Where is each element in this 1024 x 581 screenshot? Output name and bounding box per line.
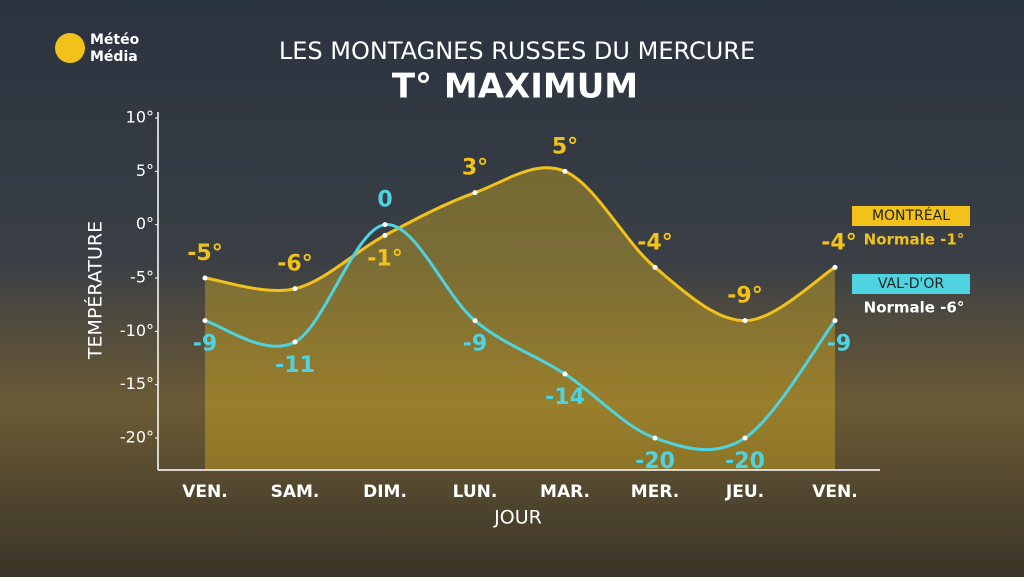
point (202, 275, 208, 281)
legend-swatch (852, 274, 970, 294)
legend-normal: Normale -1° (864, 231, 965, 249)
legend-label: VAL-D'OR (878, 276, 945, 292)
data-label: -4° (637, 230, 672, 255)
data-label: -9 (193, 332, 217, 357)
x-tick-label: MER. (631, 482, 679, 502)
point (652, 435, 658, 441)
data-label: -9 (827, 332, 851, 357)
point (382, 232, 388, 238)
area (205, 167, 835, 470)
y-tick-label: 5° (136, 161, 154, 180)
x-axis-label: JOUR (493, 507, 542, 529)
y-tick-label: -5° (130, 268, 154, 287)
y-tick-label: -20° (120, 428, 154, 447)
point (202, 318, 208, 324)
data-label: -11 (275, 353, 315, 378)
logo-text: Média (90, 49, 138, 65)
x-tick-label: JEU. (725, 482, 764, 502)
data-label: -1° (367, 246, 402, 271)
legend-swatch (852, 206, 970, 226)
y-axis-label: TEMPÉRATURE (84, 221, 107, 360)
data-label: -9 (463, 332, 487, 357)
y-tick-label: 10° (126, 108, 154, 127)
data-label: 3° (462, 156, 488, 181)
data-label: -14 (545, 385, 585, 410)
y-tick-label: -15° (120, 374, 154, 393)
point (382, 222, 388, 228)
point (832, 318, 838, 324)
chart-title: LES MONTAGNES RUSSES DU MERCURE (279, 37, 755, 65)
x-tick-label: DIM. (363, 482, 407, 502)
data-label: 0 (377, 188, 392, 213)
data-label: 5° (552, 134, 578, 159)
x-tick-label: MAR. (540, 482, 590, 502)
chart-subtitle: T° MAXIMUM (392, 67, 638, 107)
point (742, 435, 748, 441)
data-label: -5° (187, 241, 222, 266)
x-tick-label: VEN. (812, 482, 857, 502)
y-tick-label: 0° (136, 214, 154, 233)
x-tick-label: LUN. (453, 482, 498, 502)
point (472, 190, 478, 196)
legend-label: MONTRÉAL (872, 207, 950, 224)
point (832, 264, 838, 270)
data-label: -6° (277, 252, 312, 277)
y-tick-label: -10° (120, 321, 154, 340)
data-label: -9° (727, 284, 762, 309)
point (292, 339, 298, 345)
point (472, 318, 478, 324)
point (742, 318, 748, 324)
x-tick-label: SAM. (271, 482, 320, 502)
logo-icon (55, 33, 85, 63)
point (562, 371, 568, 377)
data-label: -4° (821, 230, 856, 255)
point (292, 286, 298, 292)
point (562, 168, 568, 174)
logo-text: Météo (90, 32, 140, 48)
point (652, 264, 658, 270)
x-tick-label: VEN. (182, 482, 227, 502)
line (204, 166, 836, 323)
legend-normal: Normale -6° (864, 299, 965, 317)
